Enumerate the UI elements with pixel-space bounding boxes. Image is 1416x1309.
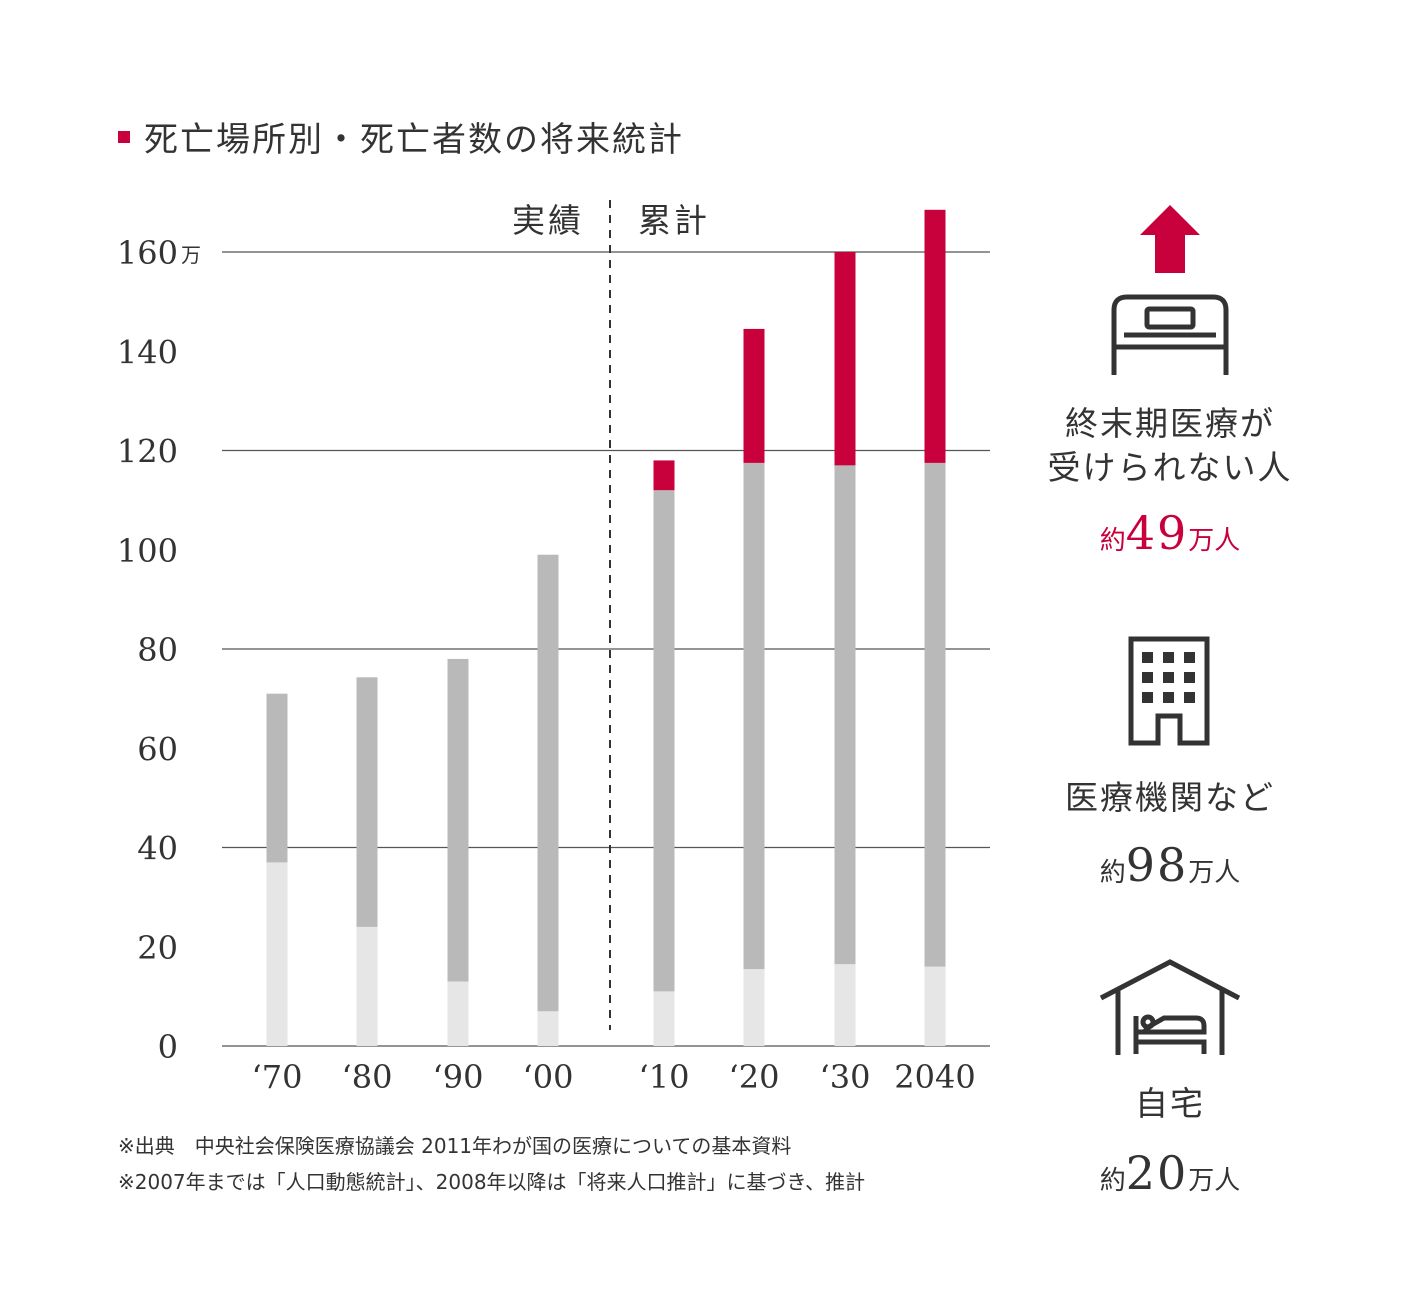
amount-prefix: 約 [1099,526,1126,556]
amount-prefix: 約 [1099,1166,1126,1196]
bed-icon [1111,205,1229,375]
y-tick-label: 100 [117,532,178,570]
bar-hospital [266,693,288,863]
note-line: ※2007年までは「人口動態統計」、2008年以降は「将来人口推計」に基づき、推… [118,1170,866,1194]
bar-home [447,981,469,1046]
x-tick-label: 2040 [894,1058,975,1096]
amount-unit: 万人 [1188,1166,1241,1196]
side-label-line: 医療機関など [1065,778,1275,817]
arrow-up-icon [1140,205,1200,273]
source-notes: ※出典 中央社会保険医療協議会 2011年わが国の医療についての基本資料 ※20… [118,1128,865,1200]
y-tick-label: 0 [158,1028,178,1066]
bar-home [834,964,856,1046]
amount-home: 約20万人 [1020,1146,1320,1200]
x-tick-label: ‘00 [523,1058,574,1096]
bar-hospital [924,462,946,967]
side-label-line: 自宅 [1135,1084,1205,1123]
bar-hospital [537,554,559,1012]
side-label-line: 受けられない人 [1047,448,1293,487]
chart-title-text: 死亡場所別・死亡者数の将来統計 [144,120,684,160]
y-tick-label: 120 [117,433,178,471]
x-tick-label: ‘90 [433,1058,484,1096]
note-line: ※出典 中央社会保険医療協議会 2011年わが国の医療についての基本資料 [118,1134,792,1158]
amount-number: 20 [1125,1146,1189,1200]
side-label-line: 終末期医療が [1065,404,1275,443]
x-tick-label: ‘80 [342,1058,393,1096]
bar-terminal [743,328,765,463]
x-tick-label: ‘70 [252,1058,303,1096]
y-tick-label: 160 [117,234,178,272]
amount-terminal: 約49万人 [1020,506,1320,560]
amount-number: 98 [1125,838,1189,892]
bar-hospital [653,490,675,992]
title-marker-icon [118,130,130,143]
amount-hospital: 約98万人 [1020,838,1320,892]
y-tick-label: 80 [137,631,178,669]
bar-home [266,862,288,1046]
y-unit-label: 万 [181,243,201,267]
x-tick-label: ‘30 [820,1058,871,1096]
hospital-building-icon [1128,636,1210,746]
bar-terminal [834,252,856,466]
bar-hospital [447,658,469,982]
bar-home [743,969,765,1046]
bar-home [924,966,946,1046]
divider-label-actual: 実績 [512,201,584,240]
y-tick-label: 140 [117,333,178,371]
chart-title: 死亡場所別・死亡者数の将来統計 [118,112,684,161]
bar-hospital [356,677,378,927]
bar-home [653,991,675,1046]
side-label-terminal: 終末期医療が 受けられない人 [1020,402,1320,490]
bar-hospital [834,465,856,965]
y-tick-label: 40 [137,830,178,868]
amount-number: 49 [1125,506,1189,560]
bar-terminal [924,209,946,463]
amount-prefix: 約 [1099,858,1126,888]
side-label-hospital: 医療機関など [1020,776,1320,820]
y-tick-label: 20 [137,929,178,967]
bar-hospital [743,462,765,970]
amount-unit: 万人 [1188,858,1241,888]
side-label-home: 自宅 [1020,1082,1320,1126]
x-tick-label: ‘20 [729,1058,780,1096]
bar-terminal [653,460,675,491]
x-tick-label: ‘10 [639,1058,690,1096]
amount-unit: 万人 [1188,526,1241,556]
bar-home [356,926,378,1046]
y-tick-label: 60 [137,730,178,768]
divider-label-projected: 累計 [638,201,710,240]
home-icon [1099,959,1241,1055]
bar-home [537,1011,559,1046]
